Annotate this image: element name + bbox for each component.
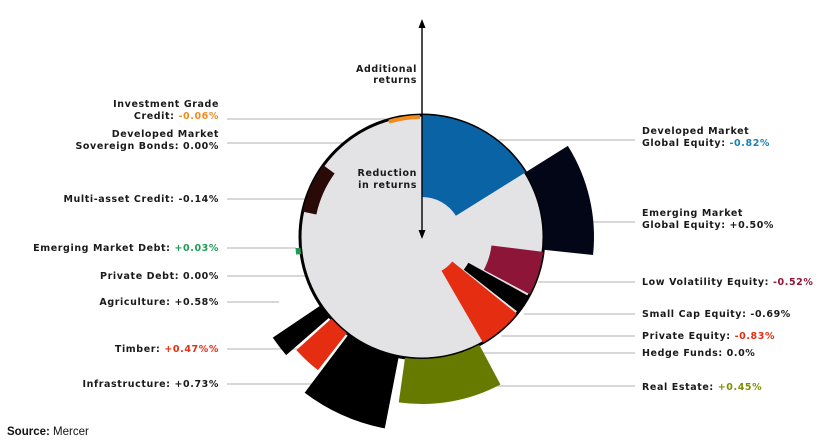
value-private-equity: -0.83%	[735, 331, 776, 342]
label-multi-asset-credit: Multi-asset Credit: -0.14%	[63, 194, 219, 205]
label-hedge-funds: Hedge Funds: 0.0%	[642, 348, 755, 359]
segment-real-estate	[398, 344, 501, 404]
value-agriculture: +0.58%	[174, 297, 219, 308]
value-multi-asset-credit: -0.14%	[178, 194, 219, 205]
value-private-debt: 0.00%	[183, 271, 219, 282]
segment-developed-market-global-equity	[422, 115, 526, 216]
arrow-up-icon	[418, 19, 426, 28]
label-investment-grade-credit-line2: Credit: -0.06%	[134, 111, 219, 122]
axis-up-label-line2: returns	[373, 75, 417, 86]
axis-down-label-line2: in returns	[358, 180, 417, 191]
value-investment-grade-credit: -0.06%	[178, 111, 219, 122]
value-hedge-funds: 0.0%	[727, 348, 756, 359]
label-developed-market-global-equity-line2: Global Equity: -0.82%	[642, 138, 770, 149]
value-low-volatility-equity: -0.52%	[773, 277, 814, 288]
label-small-cap-equity: Small Cap Equity: -0.69%	[642, 309, 791, 320]
value-small-cap-equity: -0.69%	[750, 309, 791, 320]
segment-investment-grade-credit	[388, 115, 420, 124]
axis-up-label-line1: Additional	[356, 64, 417, 75]
label-private-debt: Private Debt: 0.00%	[100, 271, 219, 282]
label-emerging-market-debt: Emerging Market Debt: +0.03%	[33, 243, 219, 254]
segment-emerging-market-debt	[295, 247, 302, 255]
label-emerging-market-global-equity: Emerging Market	[642, 208, 743, 219]
segment-agriculture	[272, 305, 330, 356]
value-developed-market-sovereign-bonds: 0.00%	[183, 141, 219, 152]
segment-low-volatility-equity	[483, 245, 544, 295]
source-note: Source: Mercer	[7, 426, 89, 438]
label-developed-market-sovereign-bonds: Developed Market	[112, 129, 219, 140]
leader-lines	[227, 118, 635, 387]
segments	[272, 115, 594, 429]
axis-down-label-line1: Reduction	[358, 168, 417, 179]
label-emerging-market-global-equity-line2: Global Equity: +0.50%	[642, 220, 774, 231]
value-emerging-market-global-equity: +0.50%	[730, 220, 775, 231]
label-developed-market-sovereign-bonds-line2: Sovereign Bonds: 0.00%	[75, 141, 219, 152]
value-developed-market-global-equity: -0.82%	[730, 138, 771, 149]
segment-small-cap-equity	[463, 262, 529, 313]
label-agriculture: Agriculture: +0.58%	[99, 297, 219, 308]
arrow-down-icon	[418, 230, 426, 239]
label-timber: Timber: +0.47%%	[115, 344, 219, 355]
segment-private-equity	[441, 261, 517, 343]
label-low-volatility-equity: Low Volatility Equity: -0.52%	[642, 277, 814, 288]
label-real-estate: Real Estate: +0.45%	[642, 382, 762, 393]
value-emerging-market-debt: +0.03%	[174, 243, 219, 254]
label-developed-market-global-equity: Developed Market	[642, 126, 749, 137]
value-infrastructure: +0.73%	[174, 379, 219, 390]
value-timber: +0.47%%	[164, 344, 219, 355]
segment-infrastructure	[304, 334, 399, 429]
vertical-axis	[418, 19, 426, 239]
label-investment-grade-credit: Investment Grade	[113, 99, 219, 110]
label-infrastructure: Infrastructure: +0.73%	[83, 379, 219, 390]
segment-timber	[296, 318, 347, 371]
segment-multi-asset-credit	[302, 165, 335, 215]
value-real-estate: +0.45%	[718, 382, 763, 393]
segment-emerging-market-global-equity	[525, 145, 594, 255]
label-private-equity: Private Equity: -0.83%	[642, 331, 775, 342]
